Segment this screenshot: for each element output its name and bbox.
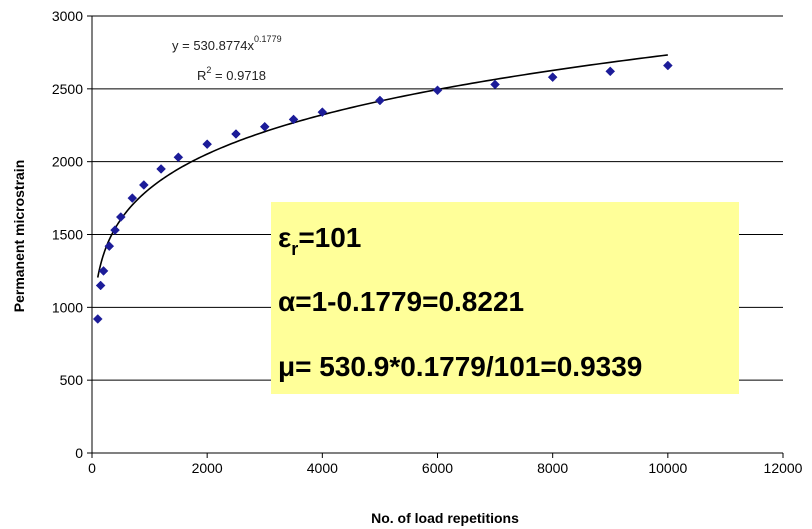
data-point: [92, 314, 103, 324]
data-point: [547, 72, 558, 83]
y-axis-title: Permanent microstrain: [11, 160, 27, 313]
y-tick-label-2500: 2500: [52, 81, 83, 97]
r2-base: R: [197, 68, 206, 83]
data-point: [605, 66, 616, 77]
data-point: [259, 121, 270, 132]
epsilon-value: =101: [298, 222, 361, 253]
y-axis-tick-labels: 0 500 1000 1500 2000 2500 3000: [52, 8, 83, 461]
y-tick-label-1000: 1000: [52, 299, 83, 315]
epsilon-symbol: ε: [278, 222, 291, 253]
data-point: [288, 114, 299, 125]
y-tick-label-2000: 2000: [52, 154, 83, 170]
trendline-equation: y = 530.8774x0.1779: [172, 34, 282, 53]
y-tick-label-500: 500: [60, 372, 84, 388]
x-tick-label-2000: 2000: [192, 460, 223, 476]
r2-superscript: 2: [206, 65, 211, 75]
equation-base: y = 530.8774x: [172, 38, 255, 53]
data-point: [110, 225, 120, 235]
y-tick-label-1500: 1500: [52, 227, 83, 243]
epsilon-subscript: r: [291, 239, 298, 259]
data-point: [490, 79, 500, 90]
data-point: [662, 60, 673, 71]
y-tick-label-3000: 3000: [52, 8, 83, 24]
y-tick-label-0: 0: [75, 445, 83, 461]
x-axis-title: No. of load repetitions: [371, 510, 519, 526]
data-point: [202, 139, 213, 150]
data-point: [432, 85, 443, 96]
x-tick-label-8000: 8000: [537, 460, 568, 476]
x-axis-tick-labels: 0 2000 4000 6000 8000 10000 12000: [88, 460, 803, 476]
annotation-line-alpha: α=1-0.1779=0.8221: [278, 286, 524, 317]
x-tick-label-0: 0: [88, 460, 96, 476]
data-point: [95, 280, 106, 291]
data-point: [138, 180, 149, 190]
data-points-series: [92, 60, 673, 324]
data-point: [156, 164, 166, 174]
data-point: [375, 95, 385, 106]
data-point: [104, 241, 115, 252]
annotation-line-epsilon: εr=101: [278, 222, 361, 259]
x-tick-label-6000: 6000: [422, 460, 453, 476]
annotation-line-mu: μ= 530.9*0.1779/101=0.9339: [278, 351, 642, 382]
equation-exponent: 0.1779: [254, 34, 282, 44]
data-point: [115, 212, 126, 222]
x-tick-label-4000: 4000: [307, 460, 338, 476]
data-point: [98, 266, 109, 276]
x-tick-label-10000: 10000: [648, 460, 687, 476]
data-point: [127, 193, 138, 203]
data-point: [231, 129, 241, 139]
data-point: [317, 107, 328, 117]
axes: [87, 15, 784, 458]
data-point: [173, 152, 184, 163]
r2-value: = 0.9718: [211, 68, 266, 83]
x-tick-label-12000: 12000: [764, 460, 803, 476]
annotation-box: [271, 202, 739, 394]
r-squared-label: R2 = 0.9718: [197, 65, 266, 83]
